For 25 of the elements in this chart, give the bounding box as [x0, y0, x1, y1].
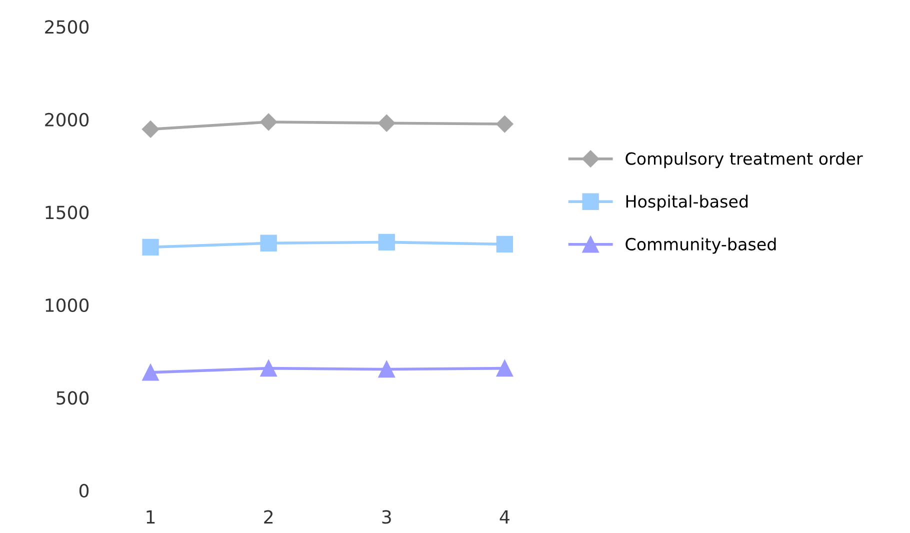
point: [496, 115, 514, 133]
point: [142, 238, 159, 256]
x-tick-label: 2: [264, 510, 273, 524]
legend-label: Community-based: [626, 238, 776, 254]
y-tick-label: 2000: [45, 112, 89, 127]
point: [260, 113, 278, 131]
point: [260, 360, 277, 377]
point: [378, 234, 395, 251]
y-tick-label: 2500: [45, 20, 89, 34]
x-tick-label: 1: [146, 510, 155, 524]
y-tick-label: 1000: [46, 298, 89, 312]
y-tick-label: 0: [79, 484, 89, 498]
legend-label: Hospital-based: [626, 194, 748, 211]
point: [378, 360, 395, 378]
point: [496, 360, 514, 377]
point: [260, 234, 277, 252]
x-tick-label: 3: [382, 510, 391, 524]
point: [378, 114, 396, 132]
point: [142, 120, 160, 138]
x-tick-label: 4: [500, 510, 510, 524]
point: [142, 364, 159, 381]
y-tick-label: 1500: [46, 206, 89, 220]
legend-label: Compulsory treatment order: [626, 152, 863, 168]
y-tick-label: 500: [56, 391, 89, 405]
point: [496, 236, 514, 253]
